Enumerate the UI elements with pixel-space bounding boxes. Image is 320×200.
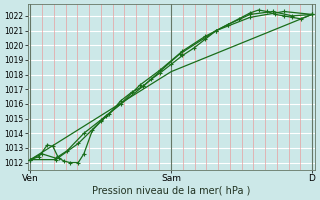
X-axis label: Pression niveau de la mer( hPa ): Pression niveau de la mer( hPa ) [92,186,250,196]
